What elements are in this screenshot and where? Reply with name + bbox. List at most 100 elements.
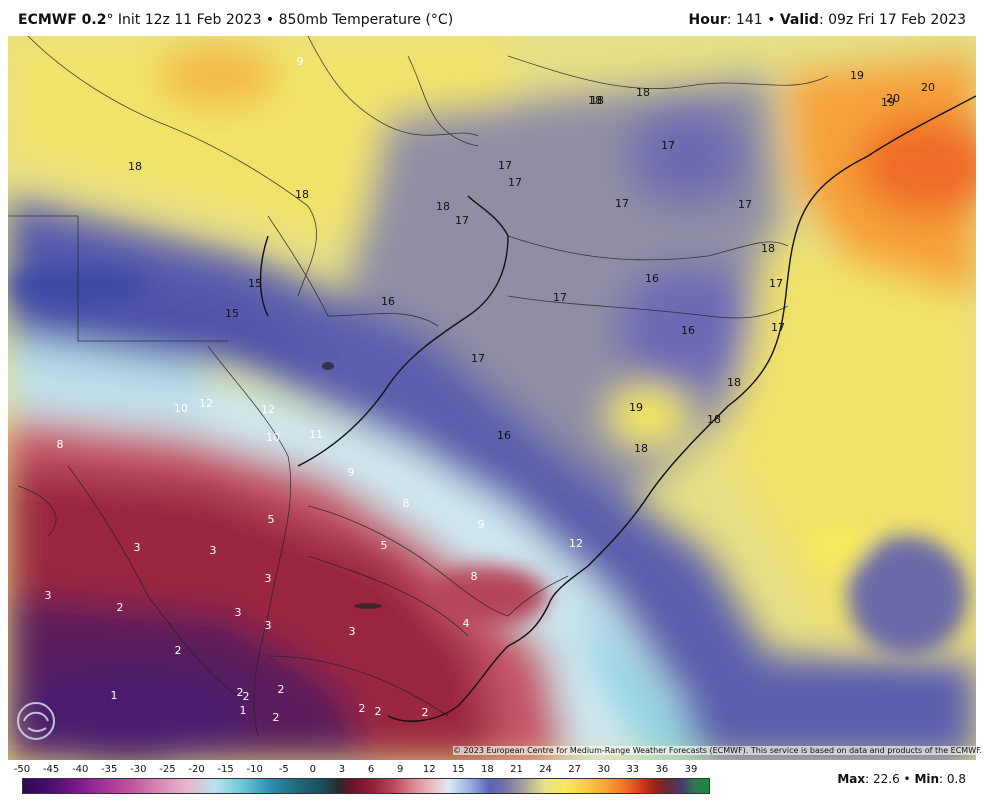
contour-label: 17 [661,139,675,152]
contour-label: 9 [297,55,304,68]
model-name: ECMWF 0.2 [18,12,107,28]
max-value: : 22.6 • [865,772,915,786]
contour-label: 2 [278,683,285,696]
contour-label: 3 [210,544,217,557]
legend-tick-label: -25 [159,764,176,775]
legend-tick-label: 3 [338,764,346,775]
contour-label: 17 [455,214,469,227]
legend-tick-label: 36 [655,764,669,775]
contour-label: 2 [175,644,182,657]
contour-label: 2 [117,601,124,614]
contour-label: 18 [761,242,775,255]
contour-label: 8 [403,497,410,510]
legend-tick-label: -10 [246,764,263,775]
legend-tick-label: -20 [188,764,205,775]
min-label: Min [914,772,940,786]
legend-tick-label: 24 [539,764,552,775]
init-text: Init 12z 11 Feb 2023 • 850mb Temperature… [113,12,454,28]
legend-tick-label: -15 [217,764,234,775]
contour-label: 17 [553,291,567,304]
legend-tick-label: 0 [309,764,317,775]
contour-label: 12 [199,397,213,410]
contour-label: 20 [921,81,935,94]
contour-label: 5 [381,539,388,552]
contour-label: 18 [636,86,650,99]
min-value: : 0.8 [939,772,966,786]
hour-value: : 141 • [726,12,780,28]
contour-label: 18 [436,200,450,213]
contour-label: 8 [471,570,478,583]
valid-label: Valid [779,12,819,28]
contour-label: 2 [375,705,382,718]
contour-label: 5 [268,513,275,526]
legend-tick-label: 15 [451,764,465,775]
valid-time: Hour: 141 • Valid: 09z Fri 17 Feb 2023 [689,12,966,28]
contour-label: 2 [273,711,280,724]
contour-label: 3 [349,625,356,638]
legend-tick-label: 18 [481,764,494,775]
contour-label: 15 [248,277,262,290]
contour-label: 17 [471,352,485,365]
contour-label: 18 [727,376,741,389]
map-title: ECMWF 0.2° Init 12z 11 Feb 2023 • 850mb … [18,12,453,28]
header: ECMWF 0.2° Init 12z 11 Feb 2023 • 850mb … [0,0,984,36]
contour-label: 3 [265,572,272,585]
contour-label: 16 [645,272,659,285]
contour-label: 18 [590,94,604,107]
field-stats: Max: 22.6 • Min: 0.8 [837,772,966,786]
contour-label: 8 [57,438,64,451]
contour-label: 10 [266,431,280,444]
legend-tick-label: 27 [568,764,582,775]
legend-color-bar [22,778,710,794]
legend-tick-label: -50 [13,764,31,775]
contour-label: 1 [111,689,118,702]
valid-value: : 09z Fri 17 Feb 2023 [818,12,966,28]
contour-label: 9 [348,466,355,479]
detail-shading [8,266,968,656]
contour-label: 3 [134,541,141,554]
political-borders [8,36,829,737]
coastline [259,95,976,722]
max-label: Max [837,772,866,786]
legend-tick-label: -30 [130,764,147,775]
contour-label: 17 [498,159,512,172]
contour-label: 18 [128,160,142,173]
contour-label: 18 [295,188,309,201]
legend-tick-label: 12 [422,764,436,775]
contour-label: 16 [497,429,511,442]
contour-label: 18 [588,94,602,107]
contour-label: 17 [615,197,629,210]
contour-label: 1 [240,704,247,717]
legend-tick-label: -40 [72,764,89,775]
contour-label: 4 [463,617,470,630]
contour-label: 3 [265,619,272,632]
weatherbell-logo-icon [14,700,102,742]
contour-label: 18 [707,413,721,426]
contour-label: 18 [634,442,648,455]
contour-label: 2 [422,706,429,719]
temperature-map[interactable]: 9 18 18 19 20 19 20 18 17 17 17 17 17 18 17 18 16 17 18 16 1… [8,36,976,760]
contour-label: 3 [45,589,52,602]
legend-tick-label: 39 [684,764,698,775]
contour-label: 3 [235,606,242,619]
hour-label: Hour [688,12,727,28]
contour-label: 17 [769,277,783,290]
legend-tick-label: -35 [101,764,118,775]
contour-label: 20 [886,92,900,105]
contour-label: 17 [738,198,752,211]
contour-label: 9 [478,518,485,531]
contour-label: 17 [508,176,522,189]
degree-symbol: ° [106,12,114,28]
lake-outlines [322,362,382,609]
contour-label: 10 [174,402,188,415]
temperature-shading [8,36,976,760]
legend-tick-label: -45 [42,764,60,775]
contour-label: 19 [850,69,864,82]
color-legend: -50 -45 -40 -35 -30 -25 -20 -15 -10 -5 0 3 6 9 12 15 18 2… [13,764,710,804]
contour-label: 2 [243,690,250,703]
legend-tick-label: -5 [278,764,289,775]
contour-label: 11 [309,428,323,441]
contour-label: 15 [225,307,239,320]
legend-tick-label: 30 [597,764,611,775]
